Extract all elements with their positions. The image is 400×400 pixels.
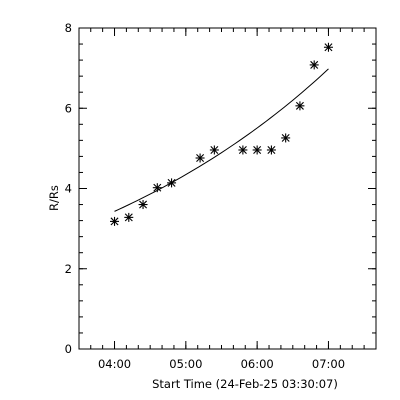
minor-ticks <box>79 27 377 350</box>
data-point <box>266 145 276 155</box>
data-point <box>167 178 177 188</box>
data-point <box>152 183 162 193</box>
x-tick-label: 05:00 <box>169 357 202 371</box>
y-tick-label: 4 <box>65 182 72 196</box>
data-points <box>110 42 333 226</box>
x-tick-label: 07:00 <box>312 357 345 371</box>
data-point <box>195 153 205 163</box>
data-point <box>281 133 291 143</box>
data-point <box>138 200 148 210</box>
data-point <box>124 212 134 222</box>
y-tick-label: 6 <box>65 101 72 115</box>
data-point <box>309 60 319 70</box>
x-axis-label: Start Time (24-Feb-25 03:30:07) <box>152 377 338 391</box>
y-tick-labels: 0 2 4 6 8 <box>65 21 72 356</box>
fit-layer <box>114 68 329 212</box>
x-tick-label: 06:00 <box>241 357 274 371</box>
fit-curve <box>114 68 329 212</box>
data-point <box>110 216 120 226</box>
data-point <box>252 145 262 155</box>
x-tick-labels: 04:00 05:00 06:00 07:00 <box>98 357 345 371</box>
data-point <box>295 101 305 111</box>
y-tick-label: 8 <box>65 21 72 35</box>
x-tick-label: 04:00 <box>98 357 131 371</box>
data-point <box>209 145 219 155</box>
y-tick-label: 0 <box>65 342 72 356</box>
plot-frame <box>78 27 377 350</box>
y-axis-label: R/Rs <box>47 185 61 211</box>
data-point <box>323 42 333 52</box>
plot-border <box>78 27 377 350</box>
data-point <box>238 145 248 155</box>
major-ticks <box>79 27 376 350</box>
y-tick-label: 2 <box>65 262 72 276</box>
